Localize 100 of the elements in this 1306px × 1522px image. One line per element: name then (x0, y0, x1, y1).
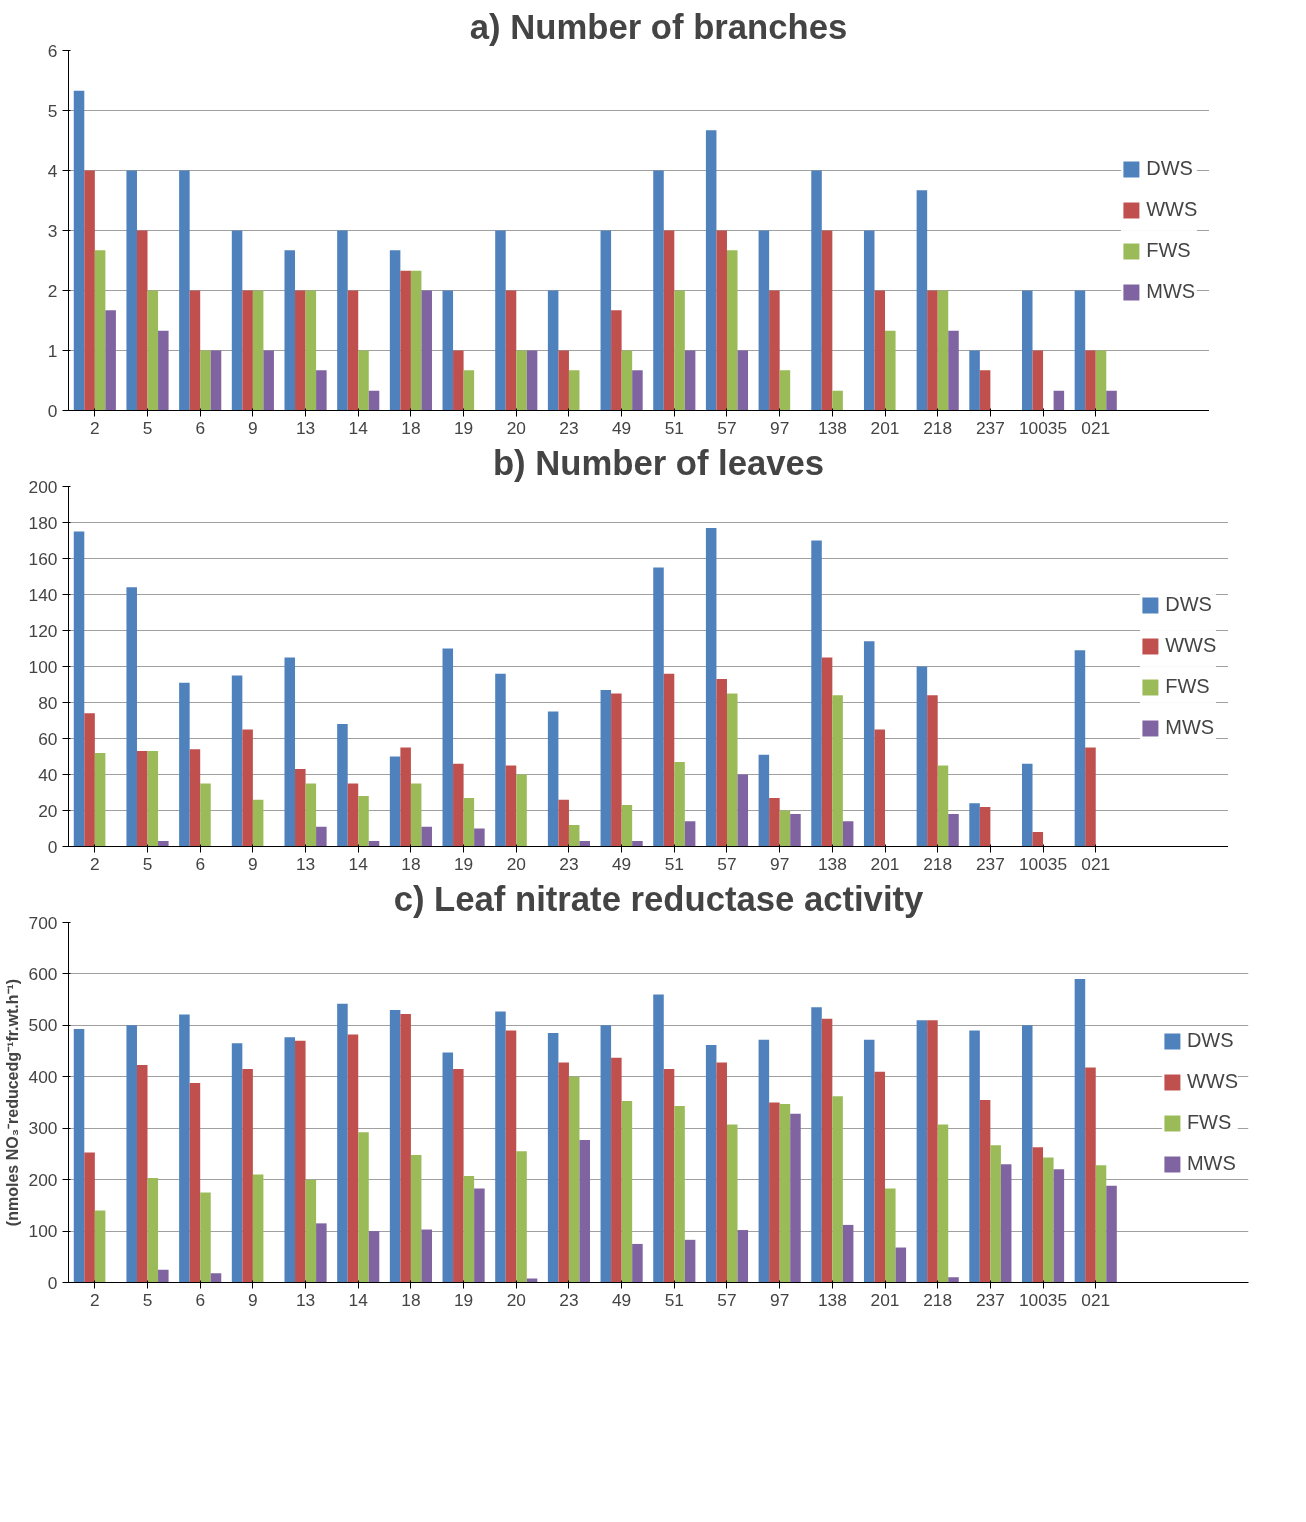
bar (421, 826, 432, 847)
y-tick-label: 60 (38, 728, 58, 749)
bar (231, 675, 243, 847)
x-tick-label: 10035 (1018, 1289, 1068, 1310)
y-tick-label: 6 (47, 40, 58, 61)
bar (410, 1154, 422, 1283)
bar (1095, 1165, 1107, 1283)
bar (73, 1028, 85, 1283)
bar (389, 756, 401, 847)
bar (189, 749, 201, 847)
legend-label: FWS (1165, 675, 1210, 698)
y-axis-title: (nmoles NO₃⁻reducedg⁻¹fr.wt.h⁻¹) (3, 978, 21, 1227)
bar (84, 1152, 95, 1283)
x-tick-label: 51 (664, 853, 684, 874)
bar (611, 693, 622, 847)
y-tick-label: 120 (28, 620, 58, 641)
y-tick-label: 700 (28, 912, 58, 933)
y-tick-label: 400 (28, 1066, 58, 1087)
bar (347, 783, 359, 847)
bar (916, 1020, 928, 1283)
x-tick-label: 021 (1081, 417, 1111, 438)
chart-title: a) Number of branches (469, 7, 848, 46)
bar (463, 1176, 475, 1283)
bar (779, 370, 791, 411)
bar (1000, 1164, 1012, 1283)
bar (579, 841, 591, 847)
bar (347, 290, 359, 411)
bar (305, 783, 317, 847)
y-tick-label: 100 (28, 1221, 58, 1242)
bar (126, 1025, 137, 1283)
bar (147, 1178, 159, 1283)
legend-label: WWS (1146, 198, 1198, 221)
bar (769, 797, 780, 847)
y-tick-label: 0 (47, 400, 58, 421)
bar (558, 1062, 569, 1283)
bar (811, 1007, 822, 1283)
bar (632, 1243, 643, 1283)
bar (147, 751, 159, 847)
x-tick-label: 57 (717, 1289, 737, 1310)
bar (990, 1145, 1001, 1283)
bar (895, 1247, 907, 1283)
bar (821, 230, 833, 411)
bar (179, 1014, 190, 1283)
x-tick-label: 021 (1081, 1289, 1111, 1310)
bar (526, 350, 538, 411)
legend-label: WWS (1186, 1070, 1238, 1093)
x-tick-label: 237 (975, 417, 1005, 438)
bar (632, 841, 643, 847)
bar (1074, 979, 1086, 1283)
bar (526, 1278, 538, 1283)
bar (705, 527, 717, 847)
bar (358, 1132, 369, 1283)
bar (948, 814, 959, 847)
x-tick-label: 2 (90, 1289, 100, 1310)
bar (811, 540, 822, 847)
bar (568, 1076, 580, 1283)
bar (252, 799, 264, 847)
bar (937, 765, 949, 847)
legend-label: MWS (1146, 280, 1196, 303)
bar (495, 673, 506, 847)
bar (969, 350, 980, 411)
bar (927, 695, 938, 847)
bar (674, 290, 685, 411)
legend-label: DWS (1165, 593, 1212, 616)
bar (316, 1223, 327, 1283)
bar (1021, 763, 1033, 847)
bar (927, 290, 938, 411)
legend-label: MWS (1186, 1152, 1236, 1175)
bar (1021, 1025, 1033, 1283)
bar (284, 657, 296, 847)
bar (84, 170, 95, 411)
bar (1085, 1067, 1096, 1283)
x-tick-label: 2 (90, 417, 100, 438)
bar (621, 350, 633, 411)
bar (969, 803, 980, 847)
bar (547, 711, 559, 847)
bar (242, 290, 253, 411)
bar (179, 170, 190, 411)
bar (389, 250, 401, 411)
bar (684, 350, 696, 411)
legend-label: DWS (1146, 157, 1193, 180)
bar (147, 290, 159, 411)
bar (769, 290, 780, 411)
legend-label: WWS (1165, 634, 1217, 657)
bar (979, 1099, 991, 1283)
bar (758, 1039, 770, 1283)
bar (621, 1100, 633, 1283)
x-tick-label: 57 (717, 853, 737, 874)
x-tick-label: 13 (295, 417, 316, 438)
bar (105, 310, 116, 411)
y-tick-label: 0 (47, 836, 58, 857)
x-tick-label: 14 (348, 1289, 369, 1310)
bar (1043, 1157, 1054, 1283)
bar (547, 1033, 559, 1283)
bar (94, 250, 106, 411)
bar (400, 1014, 411, 1283)
bar (136, 751, 148, 847)
x-tick-label: 237 (975, 853, 1005, 874)
bar (726, 250, 738, 411)
bar (347, 1034, 359, 1283)
